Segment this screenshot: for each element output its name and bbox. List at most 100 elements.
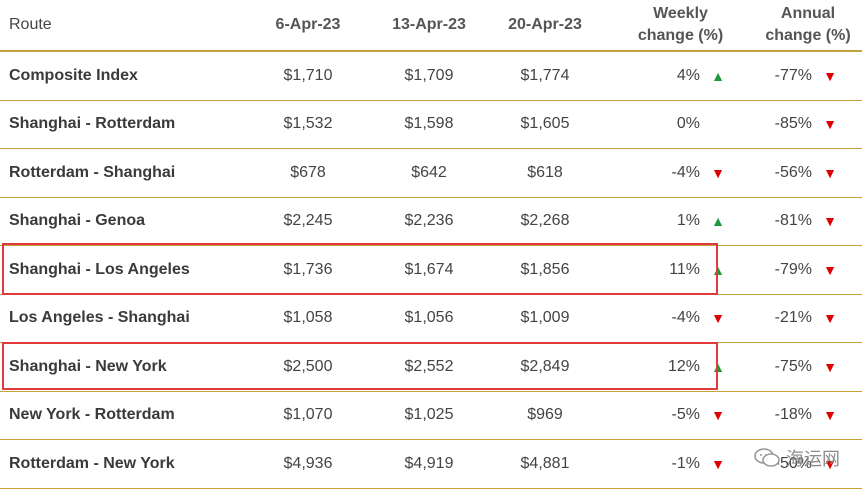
- rate-date-1: $1,710: [283, 66, 333, 84]
- table-row: Shanghai - New York $2,500 $2,552 $2,849 12%…: [0, 343, 862, 392]
- down-arrow-icon: ▼: [823, 358, 837, 375]
- annual-change-value: -50%: [774, 454, 812, 472]
- highlight-box-los-angeles: [2, 243, 718, 295]
- rate-date-3: $2,849: [520, 357, 570, 375]
- down-arrow-icon: ▼: [823, 67, 837, 84]
- annual-change: -81% ▼: [738, 212, 862, 230]
- weekly-change: 0%: [603, 115, 738, 133]
- rate-date-3: $1,774: [520, 66, 570, 84]
- watermark: 海运网: [754, 445, 840, 471]
- header-route: Route: [9, 16, 52, 33]
- table-row: Shanghai - Genoa $2,245 $2,236 $2,268 1% ▲ -81…: [0, 198, 862, 246]
- route-name: New York - Rotterdam: [9, 406, 175, 424]
- header-date-2: 13-Apr-23: [392, 16, 466, 33]
- rate-date-3: $2,268: [520, 212, 570, 230]
- weekly-change: -1% ▼: [603, 455, 738, 473]
- annual-change-value: -56%: [774, 163, 812, 181]
- annual-change: -77% ▼: [738, 67, 862, 85]
- weekly-change: -4% ▼: [603, 164, 738, 182]
- weekly-change-value: 12%: [667, 357, 700, 375]
- route-name: Composite Index: [9, 66, 138, 84]
- annual-change-value: -75%: [774, 357, 812, 375]
- route-name: Shanghai - New York: [9, 357, 167, 375]
- down-arrow-icon: ▼: [823, 261, 837, 278]
- weekly-change: -4% ▼: [603, 309, 738, 327]
- annual-change-value: -85%: [774, 115, 812, 133]
- rate-date-2: $1,056: [404, 309, 454, 327]
- weekly-change-value: 1%: [676, 212, 700, 230]
- table-row: Composite Index $1,710 $1,709 $1,774 4% ▲ -77%…: [0, 52, 862, 101]
- rate-date-3: $4,881: [520, 454, 570, 472]
- route-name: Rotterdam - New York: [9, 454, 175, 472]
- route-name: Shanghai - Los Angeles: [9, 260, 190, 278]
- header-annual-line2: change (%): [765, 27, 851, 44]
- up-arrow-icon: ▲: [711, 67, 725, 84]
- table-row: Shanghai - Rotterdam $1,532 $1,598 $1,605 0%…: [0, 101, 862, 149]
- annual-change-value: -18%: [774, 406, 812, 424]
- header-date-1: 6-Apr-23: [275, 16, 341, 33]
- down-arrow-icon: ▼: [823, 213, 837, 230]
- annual-change-value: -77%: [774, 66, 812, 84]
- annual-change-value: -81%: [774, 212, 812, 230]
- annual-change: -21% ▼: [738, 309, 862, 327]
- table-row: Los Angeles - Shanghai $1,058 $1,056 $1,009…: [0, 295, 862, 343]
- down-arrow-icon: ▼: [823, 310, 837, 327]
- rate-date-2: $2,236: [404, 212, 454, 230]
- weekly-change: 4% ▲: [603, 67, 738, 85]
- header-weekly-line2: change (%): [637, 27, 724, 44]
- rate-date-1: $1,736: [283, 260, 333, 278]
- rate-date-2: $642: [411, 163, 447, 181]
- rate-date-3: $618: [527, 163, 563, 181]
- rate-date-1: $1,070: [283, 406, 333, 424]
- down-arrow-icon: ▼: [823, 164, 837, 181]
- rate-date-2: $1,025: [404, 406, 454, 424]
- route-name: Shanghai - Genoa: [9, 212, 146, 230]
- rate-date-2: $2,552: [404, 357, 454, 375]
- table-header: Route 6-Apr-23 13-Apr-23 20-Apr-23 Weekl…: [0, 0, 862, 52]
- header-annual-line1: Annual: [780, 5, 836, 22]
- down-arrow-icon: ▼: [711, 310, 725, 327]
- annual-change: -18% ▼: [738, 406, 862, 424]
- rate-date-1: $2,245: [283, 212, 333, 230]
- rate-date-1: $1,058: [283, 309, 333, 327]
- rate-date-1: $4,936: [283, 454, 333, 472]
- highlight-box-new-york: [2, 342, 718, 390]
- header-date-3: 20-Apr-23: [508, 16, 582, 33]
- weekly-change-value: -4%: [671, 309, 700, 327]
- down-arrow-icon: ▼: [823, 116, 837, 133]
- header-weekly-change: Weekly change (%): [603, 3, 738, 47]
- rate-date-1: $2,500: [283, 357, 333, 375]
- annual-change-value: -21%: [774, 309, 812, 327]
- down-arrow-icon: ▼: [711, 164, 725, 181]
- weekly-change-value: -5%: [671, 406, 700, 424]
- up-arrow-icon: ▲: [711, 213, 725, 230]
- annual-change-value: -79%: [774, 260, 812, 278]
- down-arrow-icon: ▼: [711, 455, 725, 472]
- header-annual-change: Annual change (%): [738, 3, 862, 47]
- down-arrow-icon: ▼: [711, 407, 725, 424]
- rate-date-2: $4,919: [404, 454, 454, 472]
- weekly-change-value: 4%: [676, 66, 700, 84]
- table-row: Rotterdam - Shanghai $678 $642 $618 -4% ▼ -56%…: [0, 149, 862, 198]
- annual-change: -79% ▼: [738, 261, 862, 279]
- rate-date-3: $1,856: [520, 260, 570, 278]
- rate-date-1: $1,532: [283, 115, 333, 133]
- route-name: Rotterdam - Shanghai: [9, 163, 176, 181]
- annual-change: -56% ▼: [738, 164, 862, 182]
- annual-change: -85% ▼: [738, 115, 862, 133]
- table-row: Rotterdam - New York $4,936 $4,919 $4,881 -1…: [0, 440, 862, 489]
- rate-date-3: $1,009: [520, 309, 570, 327]
- header-weekly-line1: Weekly: [653, 5, 708, 22]
- route-name: Shanghai - Rotterdam: [9, 115, 176, 133]
- rate-date-2: $1,674: [404, 260, 454, 278]
- weekly-change-value: 0%: [676, 115, 700, 133]
- rate-date-2: $1,598: [404, 115, 454, 133]
- down-arrow-icon: ▼: [823, 455, 837, 472]
- rate-date-2: $1,709: [404, 66, 454, 84]
- table-row: New York - Rotterdam $1,070 $1,025 $969 -5% ▼…: [0, 392, 862, 440]
- weekly-change-value: -1%: [671, 454, 700, 472]
- rate-date-1: $678: [290, 163, 326, 181]
- annual-change: -50% ▼: [738, 455, 862, 473]
- rate-date-3: $1,605: [520, 115, 570, 133]
